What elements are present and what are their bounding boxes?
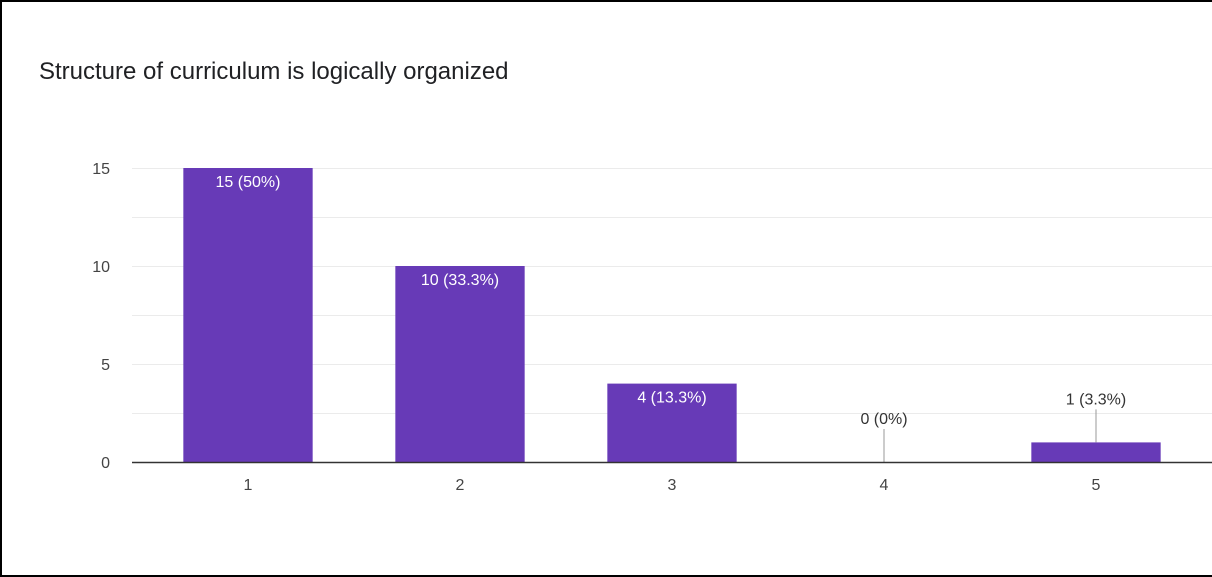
x-tick-label: 1: [244, 477, 253, 494]
data-label: 4 (13.3%): [637, 390, 706, 407]
x-tick-label: 3: [668, 477, 677, 494]
bar: [395, 266, 525, 462]
bar: [607, 383, 737, 462]
bar: [183, 168, 313, 462]
y-tick-label: 15: [92, 161, 110, 178]
data-label: 10 (33.3%): [421, 272, 499, 289]
data-label: 1 (3.3%): [1066, 391, 1126, 408]
y-tick-label: 5: [101, 357, 110, 374]
y-tick-label: 0: [101, 455, 110, 472]
y-tick-label: 10: [92, 259, 110, 276]
x-tick-label: 4: [880, 477, 889, 494]
data-label: 0 (0%): [860, 411, 907, 428]
data-label: 15 (50%): [216, 174, 281, 191]
chart-title: Structure of curriculum is logically org…: [39, 58, 509, 85]
x-tick-label: 5: [1092, 477, 1101, 494]
bar: [1031, 442, 1161, 462]
x-tick-label: 2: [456, 477, 465, 494]
